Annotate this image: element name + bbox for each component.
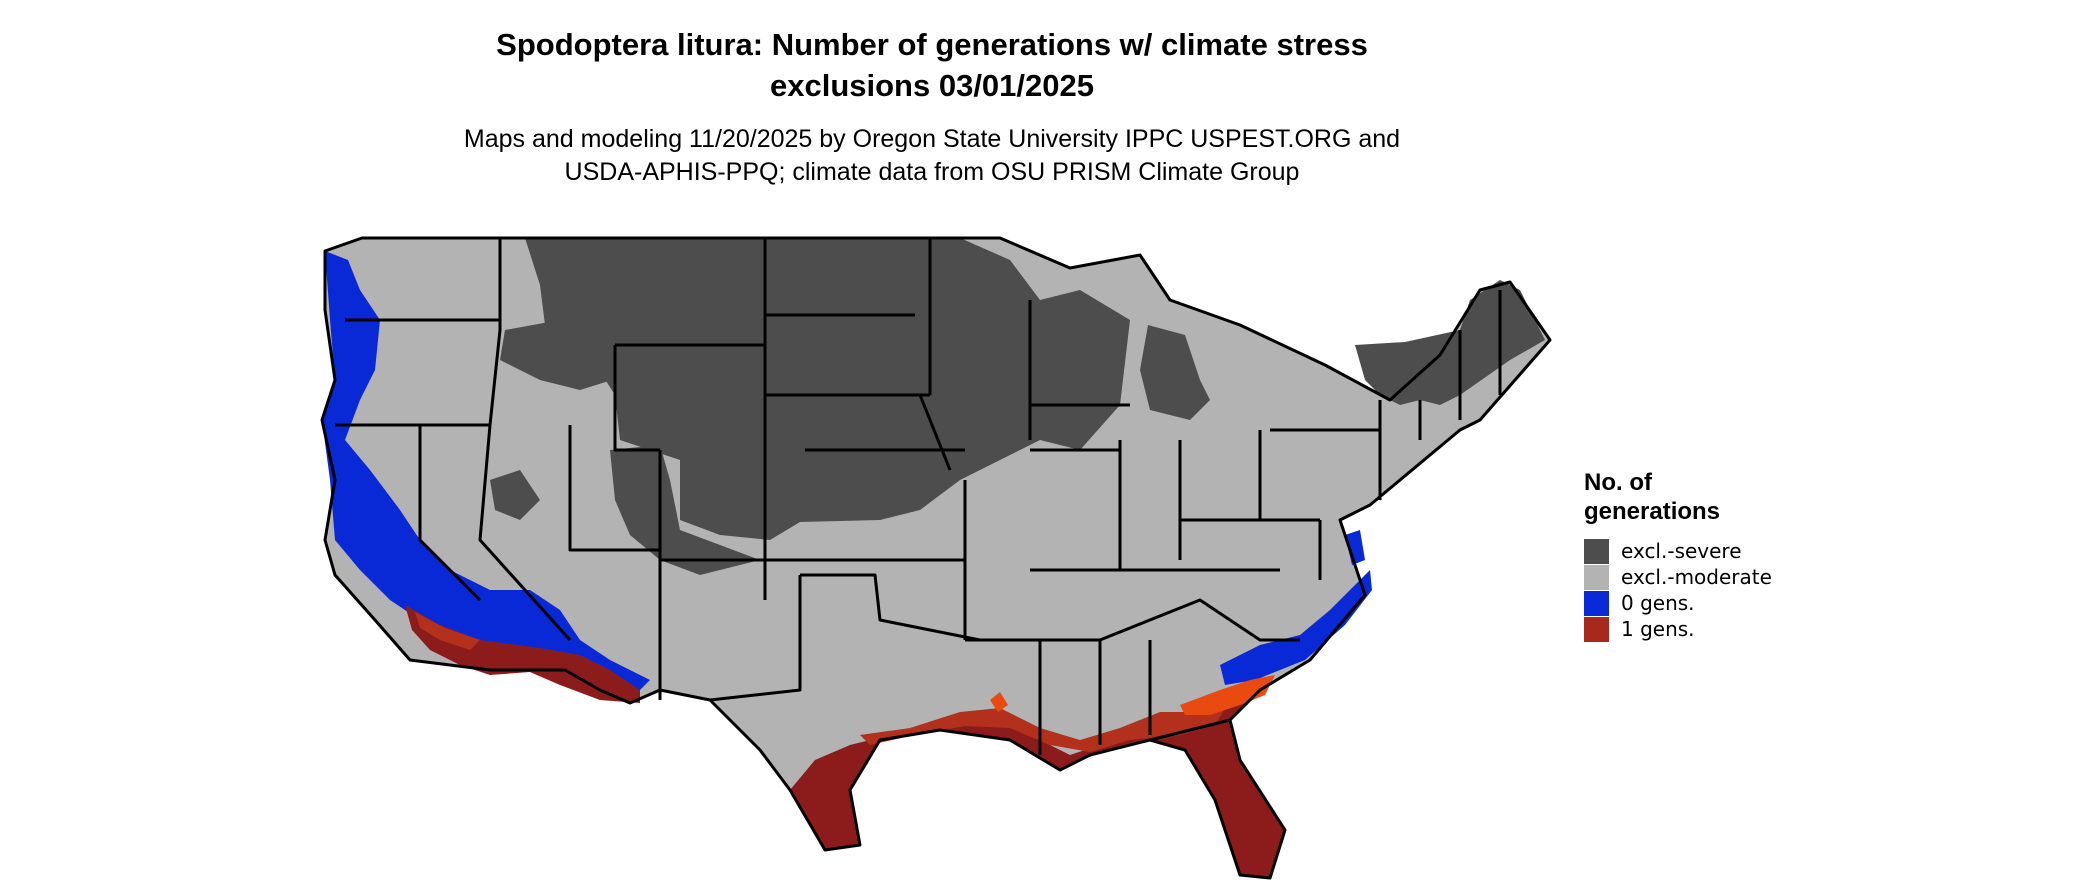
legend-label-1-gens: 1 gens. [1621,617,1695,641]
one-gen-southeast-bright [1180,675,1275,715]
map-subtitle-line-2: USDA-APHIS-PPQ; climate data from OSU PR… [564,158,1300,186]
one-gen-texas-bright [990,692,1008,712]
severe-rockies [610,445,760,575]
legend-title-line-2: generations [1584,498,1721,525]
map-title-line-2: exclusions 03/01/2025 [769,68,1094,103]
legend-item-excl-moderate: excl.-moderate [1584,564,1884,590]
legend-item-excl-severe: excl.-severe [1584,538,1884,564]
legend-label-0-gens: 0 gens. [1621,591,1695,615]
legend-item-1-gens: 1 gens. [1584,616,1884,642]
severe-idaho-mountains [500,320,612,390]
legend-item-0-gens: 0 gens. [1584,590,1884,616]
one-gen-gulf-coast-mid [860,700,1230,752]
map-title-line-1: Spodoptera litura: Number of generations… [496,27,1368,62]
one-gen-southwest-bright [415,612,480,650]
legend: No. of generations excl.-severe excl.-mo… [1584,468,1884,642]
zero-carolina-coast [1220,570,1372,685]
severe-great-basin-patch [490,470,540,520]
legend-swatch-excl-severe [1584,538,1609,564]
severe-new-england [1355,280,1545,405]
legend-swatch-0-gens [1584,590,1609,616]
legend-label-excl-moderate: excl.-moderate [1621,565,1772,589]
state-borders [320,236,1552,880]
legend-swatch-excl-moderate [1584,564,1609,590]
legend-label-excl-severe: excl.-severe [1621,539,1742,563]
severe-north-central [525,238,1130,540]
legend-swatch-1-gens [1584,616,1609,642]
map-subtitle-line-1: Maps and modeling 11/20/2025 by Oregon S… [463,125,1401,153]
legend-title-line-1: No. of [1584,469,1652,496]
zero-pacific-coast [322,251,650,690]
zero-chesapeake [1345,530,1365,565]
severe-michigan [1140,325,1210,420]
legend-items: excl.-severe excl.-moderate 0 gens. 1 ge… [1584,538,1884,642]
